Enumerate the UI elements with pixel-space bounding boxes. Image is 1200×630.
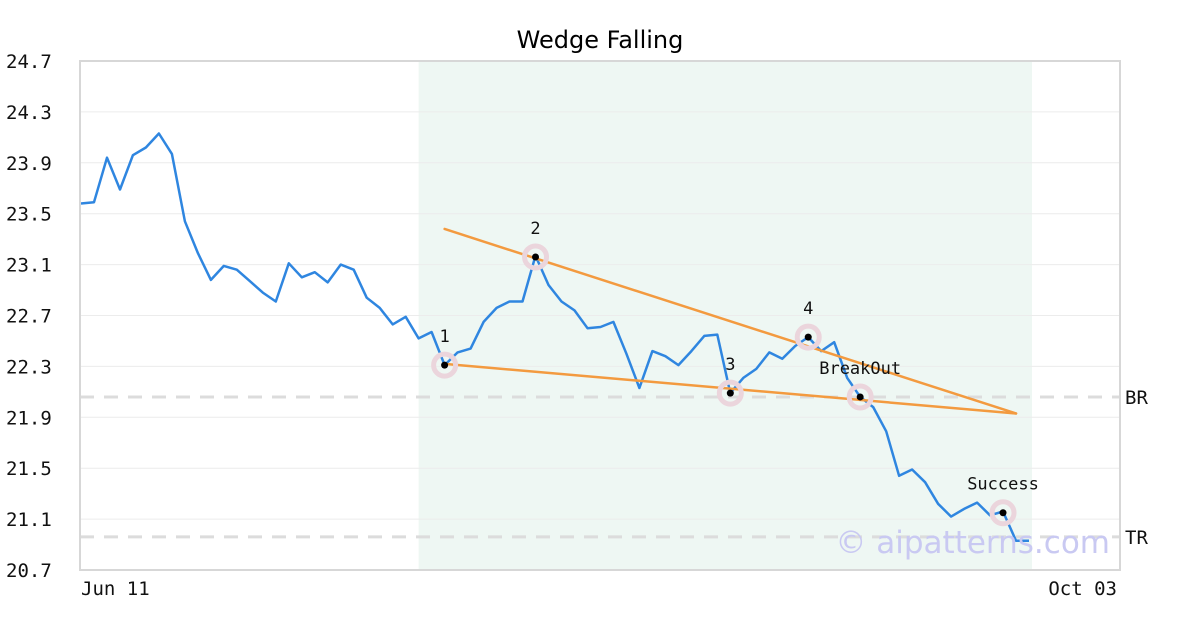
x-axis-ticks: Jun 11 Oct 03 [81,578,1117,600]
x-tick-label: Jun 11 [81,578,150,600]
trendline-lower [443,362,1018,415]
plot-frame [79,60,1121,571]
pattern-points: 1 2 3 4 BreakOut Success [431,219,1039,527]
y-tick-label: 24.7 [6,51,52,73]
point-marker-4 [804,333,812,341]
level-label-tr: TR [1125,527,1148,549]
y-tick-label: 20.7 [6,560,52,582]
y-tick-label: 21.1 [6,509,52,531]
trendline-upper [443,227,1018,415]
point-halo-1 [431,351,459,379]
point-label-3: 3 [725,355,735,375]
point-marker-success [999,509,1007,517]
y-axis-ticks: 24.7 24.3 23.9 23.5 23.1 22.7 22.3 21.9 21.5 21.1… [6,51,52,582]
y-tick-label: 23.9 [6,153,52,175]
y-tick-label: 23.5 [6,204,52,226]
point-halo-3 [716,379,744,407]
level-label-br: BR [1125,387,1148,409]
y-tick-label: 22.7 [6,306,52,328]
watermark: © aipatterns.com [835,525,1110,561]
y-tick-label: 24.3 [6,102,52,124]
y-tick-label: 21.5 [6,458,52,480]
y-tick-label: 21.9 [6,407,52,429]
y-tick-label: 22.3 [6,356,52,378]
point-halo-2 [522,243,550,271]
point-marker-breakout [856,393,864,401]
point-label-1: 1 [439,327,449,347]
point-label-breakout: BreakOut [819,359,901,379]
point-label-success: Success [967,475,1039,495]
trendlines [443,227,1018,415]
level-lines: BR TR [80,387,1148,549]
chart-title: Wedge Falling [517,26,684,54]
point-label-2: 2 [530,219,540,239]
x-tick-label: Oct 03 [1048,578,1117,600]
price-series [80,132,1029,542]
point-marker-3 [726,389,734,397]
point-marker-2 [532,253,540,261]
price-line [80,132,1029,542]
y-tick-label: 23.1 [6,255,52,277]
point-halo-breakout [846,383,874,411]
point-halo-success [989,499,1017,527]
point-marker-1 [441,361,449,369]
point-halo-4 [794,323,822,351]
point-label-4: 4 [803,299,813,319]
